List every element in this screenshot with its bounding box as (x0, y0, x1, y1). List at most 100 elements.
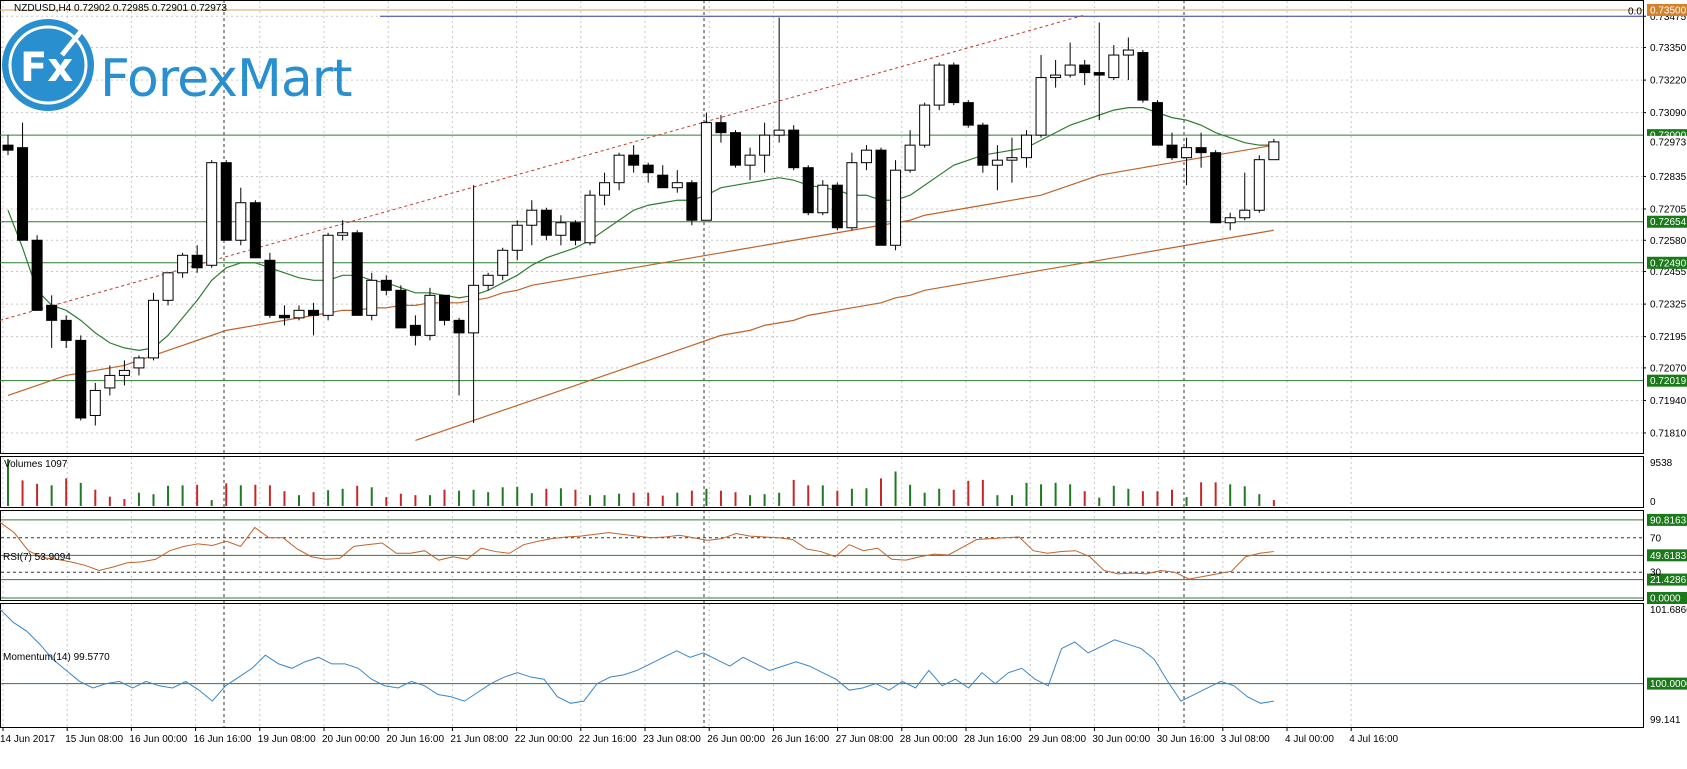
candle-body[interactable] (817, 184, 829, 214)
candle-body[interactable] (890, 169, 902, 246)
candle-body[interactable] (584, 194, 596, 244)
candle-body[interactable] (962, 102, 974, 126)
momentum-line[interactable] (0, 608, 1274, 704)
candle-body[interactable] (671, 182, 683, 189)
candle-body[interactable] (846, 162, 858, 229)
candle-body[interactable] (715, 122, 727, 134)
candle-body[interactable] (1268, 141, 1280, 161)
candle-body[interactable] (424, 294, 436, 336)
rsi-line[interactable] (0, 521, 1274, 580)
candle-body[interactable] (278, 314, 290, 319)
candle-body[interactable] (744, 154, 756, 166)
candle-body[interactable] (1122, 49, 1134, 56)
candle-body[interactable] (860, 149, 872, 164)
candle-body[interactable] (133, 357, 145, 369)
candle-body[interactable] (788, 129, 800, 169)
candle-body[interactable] (439, 294, 450, 321)
candle-body[interactable] (89, 389, 101, 416)
candle-body[interactable] (409, 324, 421, 336)
candle-body[interactable] (17, 147, 29, 241)
candle-body[interactable] (118, 369, 130, 376)
candle-body[interactable] (453, 319, 465, 334)
candle-body[interactable] (1210, 152, 1222, 224)
candle-body[interactable] (75, 339, 87, 419)
candle-body[interactable] (1166, 144, 1178, 159)
candle-body[interactable] (977, 124, 989, 166)
candle-body[interactable] (948, 64, 960, 104)
candle-body[interactable] (657, 174, 669, 189)
level-label: 0.73500 (1650, 6, 1687, 17)
volume-pane[interactable] (7, 459, 1275, 506)
candle-body[interactable] (700, 122, 712, 221)
candle-body[interactable] (1079, 64, 1091, 74)
candle-body[interactable] (380, 279, 392, 291)
candle-body[interactable] (497, 249, 509, 276)
candle-body[interactable] (337, 232, 349, 236)
candle-body[interactable] (220, 162, 232, 241)
candle-body[interactable] (191, 254, 203, 269)
ma-short-line[interactable] (7, 107, 1274, 351)
candle-body[interactable] (60, 319, 72, 341)
candle-body[interactable] (1239, 209, 1251, 219)
candle-body[interactable] (235, 202, 247, 241)
candle-body[interactable] (1151, 102, 1163, 146)
candle-body[interactable] (1137, 52, 1149, 101)
candle-body[interactable] (730, 132, 741, 166)
candle-body[interactable] (773, 129, 785, 136)
candle-body[interactable] (293, 309, 305, 319)
candle-body[interactable] (526, 209, 538, 226)
candle-body[interactable] (46, 304, 58, 321)
candle-body[interactable] (933, 64, 945, 106)
candle-body[interactable] (148, 299, 159, 359)
candle-body[interactable] (177, 254, 189, 274)
candle-body[interactable] (599, 182, 611, 196)
candle-body[interactable] (249, 202, 261, 259)
candle-body[interactable] (206, 162, 218, 266)
candle-body[interactable] (468, 284, 480, 334)
candle-body[interactable] (686, 182, 698, 221)
candle-body[interactable] (569, 222, 581, 241)
candle-body[interactable] (162, 272, 174, 301)
candle-body[interactable] (555, 222, 567, 236)
ma-long-1-line[interactable] (7, 144, 1274, 397)
candle-body[interactable] (482, 274, 494, 286)
candle-body[interactable] (264, 259, 276, 316)
candle-body[interactable] (1181, 147, 1193, 159)
candle-body[interactable] (1093, 72, 1105, 76)
rsi-pane[interactable] (0, 519, 1643, 599)
candle-body[interactable] (759, 134, 771, 156)
ma-long-2-line[interactable] (415, 229, 1274, 442)
candle-body[interactable] (904, 144, 916, 171)
candle-body[interactable] (1050, 74, 1062, 79)
candle-body[interactable] (351, 232, 363, 316)
candle-body[interactable] (831, 184, 843, 229)
candle-body[interactable] (1108, 54, 1120, 79)
candle-body[interactable] (919, 104, 931, 146)
candle-body[interactable] (628, 154, 640, 166)
candle-body[interactable] (366, 279, 378, 316)
candle-body[interactable] (1253, 159, 1265, 211)
candle-body[interactable] (802, 167, 814, 214)
candle-body[interactable] (308, 309, 320, 316)
candle-body[interactable] (875, 149, 887, 246)
candle-body[interactable] (1224, 217, 1236, 224)
price-pane[interactable]: 0.0 (0, 6, 1643, 442)
momentum-pane[interactable] (0, 608, 1643, 704)
candle-body[interactable] (1035, 77, 1047, 136)
candle-body[interactable] (1021, 134, 1032, 159)
candle-body[interactable] (104, 374, 116, 389)
candle-body[interactable] (1195, 147, 1207, 154)
candle-body[interactable] (31, 239, 43, 311)
candle-body[interactable] (540, 209, 552, 236)
candle-body[interactable] (511, 224, 523, 251)
candle-body[interactable] (613, 154, 625, 184)
candle-body[interactable] (322, 234, 334, 316)
candle-body[interactable] (1006, 157, 1018, 161)
x-tick-label: 28 Jun 00:00 (900, 734, 958, 745)
candle-body[interactable] (2, 144, 14, 151)
candle-body[interactable] (642, 164, 654, 174)
candle-body[interactable] (1064, 64, 1076, 76)
candle-body[interactable] (395, 289, 407, 329)
candle-body[interactable] (991, 159, 1003, 166)
